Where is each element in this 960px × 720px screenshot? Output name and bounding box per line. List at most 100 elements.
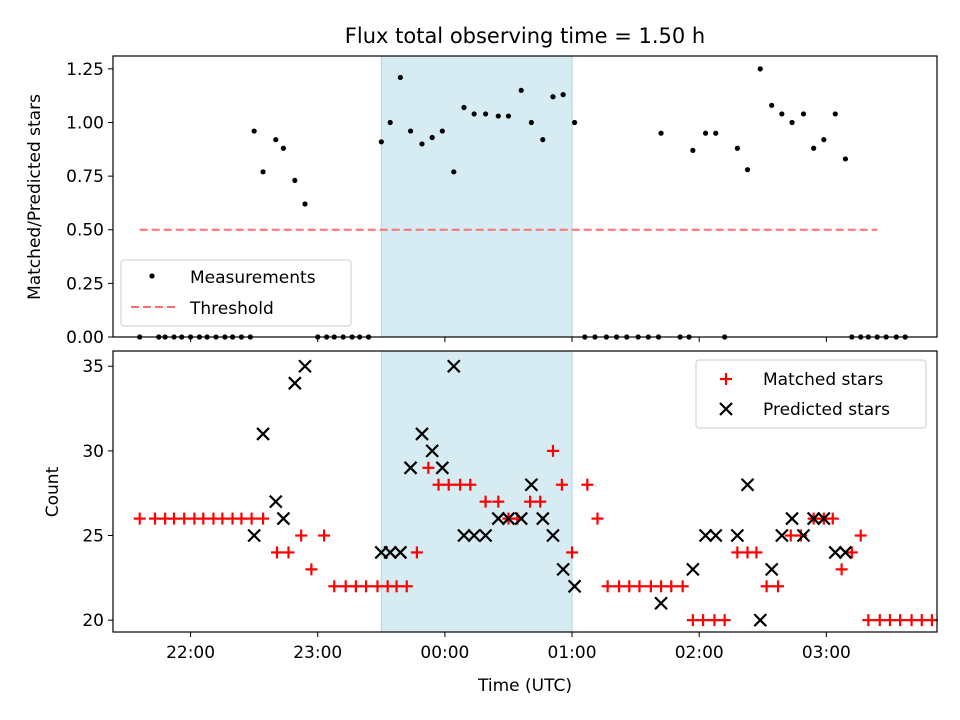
measurement-point: [505, 113, 512, 119]
legend-predicted-label: Predicted stars: [763, 400, 890, 420]
predicted-star-point: [256, 427, 270, 441]
measurement-point: [273, 137, 279, 143]
predicted-star-point: [514, 511, 528, 526]
predicted-star-point: [764, 562, 779, 577]
matched-star-point: [644, 580, 657, 593]
x-tick-label: 02:00: [675, 643, 724, 663]
predicted-star-point: [796, 528, 811, 543]
matched-star-point: [178, 512, 191, 525]
y-tick-label: 35: [82, 357, 104, 377]
matched-star-point: [216, 512, 229, 525]
measurement-point: [571, 119, 578, 126]
measurement-point: [540, 137, 546, 143]
predicted-star-point: [415, 427, 429, 441]
top-y-ticks: 0.00 0.25 0.50 0.75 1.00 1.25: [66, 60, 113, 348]
x-tick-label: 00:00: [420, 643, 469, 663]
matched-star-point: [905, 614, 918, 627]
top-panel: Matched/Predicted stars 0.00 0.25 0.50 0.75…: [25, 55, 938, 348]
matched-star-point: [613, 580, 626, 593]
measurement-point: [744, 167, 751, 173]
matched-star-point: [371, 580, 384, 593]
predicted-star-point: [268, 494, 283, 509]
legend-predicted-marker: [719, 402, 733, 416]
matched-star-point: [360, 580, 373, 593]
measurement-point: [769, 102, 775, 108]
measurement-point: [251, 128, 257, 134]
legend-measurements-label: Measurements: [190, 268, 316, 288]
predicted-star-point: [654, 596, 668, 611]
matched-star-point: [845, 546, 858, 559]
matched-stars-series: [133, 444, 938, 627]
predicted-star-point: [467, 528, 481, 543]
measurement-point: [482, 111, 489, 117]
matched-star-point: [862, 614, 875, 627]
matched-star-point: [750, 546, 763, 559]
predicted-star-point: [740, 477, 755, 492]
matched-star-point: [655, 580, 668, 593]
matched-star-point: [257, 512, 270, 525]
y-tick-label: 1.00: [66, 113, 104, 133]
predicted-star-point: [828, 545, 843, 560]
predicted-star-point: [556, 562, 570, 577]
matched-star-point: [591, 512, 604, 525]
measurement-point: [713, 130, 719, 136]
x-tick-label: 22:00: [166, 643, 215, 663]
matched-star-point: [873, 614, 886, 627]
predicted-star-point: [730, 528, 745, 543]
measurement-point: [378, 139, 384, 145]
top-plot-frame: [112, 55, 938, 338]
top-shaded-span: [380, 55, 573, 338]
matched-star-point: [894, 614, 907, 627]
matched-star-point: [390, 580, 403, 593]
legend-matched-marker: [720, 373, 732, 385]
predicted-star-point: [276, 511, 291, 526]
matched-star-point: [442, 478, 455, 491]
matched-star-point: [566, 546, 579, 559]
predicted-star-point: [425, 444, 439, 458]
matched-star-point: [883, 614, 896, 627]
measurement-point: [260, 169, 266, 175]
matched-star-point: [148, 512, 161, 525]
measurement-point: [560, 92, 566, 98]
matched-star-point: [245, 512, 258, 525]
matched-star-point: [915, 614, 928, 627]
top-legend: Measurements Threshold: [120, 259, 352, 327]
matched-star-point: [454, 478, 467, 491]
matched-star-point: [854, 529, 867, 542]
predicted-star-point: [491, 511, 506, 526]
measurement-point: [658, 130, 664, 136]
measurement-point: [471, 111, 477, 117]
matched-star-point: [697, 614, 710, 627]
matched-star-point: [731, 546, 744, 559]
top-y-axis-label: Matched/Predicted stars: [25, 94, 45, 300]
predicted-star-point: [298, 359, 312, 374]
measurement-point: [800, 111, 807, 117]
matched-star-point: [400, 580, 413, 593]
matched-star-point: [479, 495, 492, 508]
legend-measurements-marker: [149, 273, 155, 279]
measurement-point: [821, 137, 827, 143]
top-legend-box: [120, 259, 352, 327]
matched-star-point: [760, 580, 773, 593]
predicted-star-point: [403, 461, 418, 475]
matched-star-point: [295, 529, 308, 542]
predicted-star-point: [288, 376, 302, 390]
matched-star-point: [492, 495, 505, 508]
bottom-legend: Matched stars Predicted stars: [695, 359, 927, 429]
matched-star-point: [318, 529, 331, 542]
predicted-stars-series: [247, 359, 853, 627]
matched-star-point: [133, 512, 146, 525]
measurement-point: [789, 119, 795, 126]
measurement-point: [407, 128, 414, 134]
matched-star-point: [718, 614, 731, 627]
matched-star-point: [282, 546, 295, 559]
predicted-star-point: [478, 528, 493, 543]
predicted-star-point: [393, 545, 408, 560]
predicted-star-point: [546, 528, 560, 543]
matched-star-point: [708, 614, 721, 627]
matched-star-point: [784, 529, 797, 542]
matched-star-point: [464, 478, 477, 491]
bottom-y-axis-label: Count: [43, 466, 63, 517]
measurement-point: [528, 119, 534, 126]
measurement-point: [280, 145, 286, 151]
